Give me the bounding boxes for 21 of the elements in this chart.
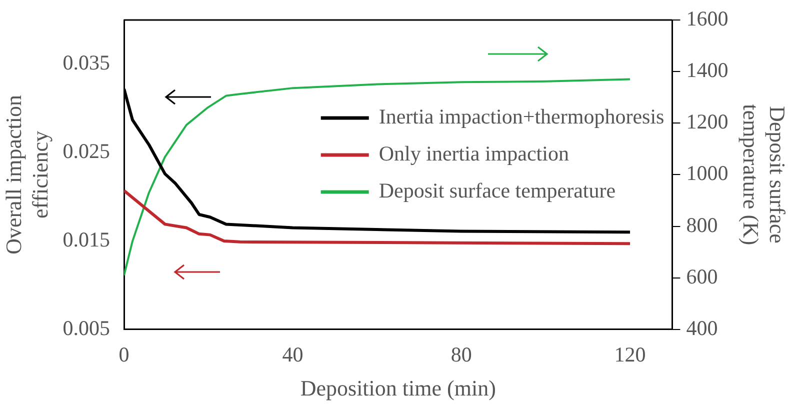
y-tick-label: 0.025	[62, 139, 110, 164]
x-tick-label: 120	[614, 342, 646, 367]
y-tick-label: 0.015	[62, 228, 110, 252]
y2-tick-label: 1600	[686, 6, 728, 31]
y2-tick-label: 400	[686, 316, 718, 340]
legend-label: Deposit surface temperature	[378, 178, 616, 203]
x-tick-label: 80	[450, 342, 472, 367]
y-tick-label: 0.035	[62, 50, 110, 75]
x-tick-label: 0	[118, 342, 130, 367]
y-tick-label: 0.005	[62, 316, 110, 340]
y2-axis-title: Deposit surface temperature (K)	[738, 104, 790, 246]
x-tick-label: 40	[282, 342, 304, 367]
y2-tick-label: 800	[686, 212, 718, 237]
legend-label: Only inertia impaction	[378, 142, 570, 166]
legend-label: Inertia impaction+thermophoresis	[378, 104, 664, 129]
y2-tick-label: 1400	[686, 58, 728, 82]
y2-tick-label: 1000	[686, 161, 728, 186]
y-axis-title: Overall impaction efficiency	[0, 94, 52, 254]
y2-tick-label: 600	[686, 264, 718, 288]
y2-tick-label: 1200	[686, 110, 728, 134]
x-axis-title: Deposition time (min)	[300, 376, 496, 401]
